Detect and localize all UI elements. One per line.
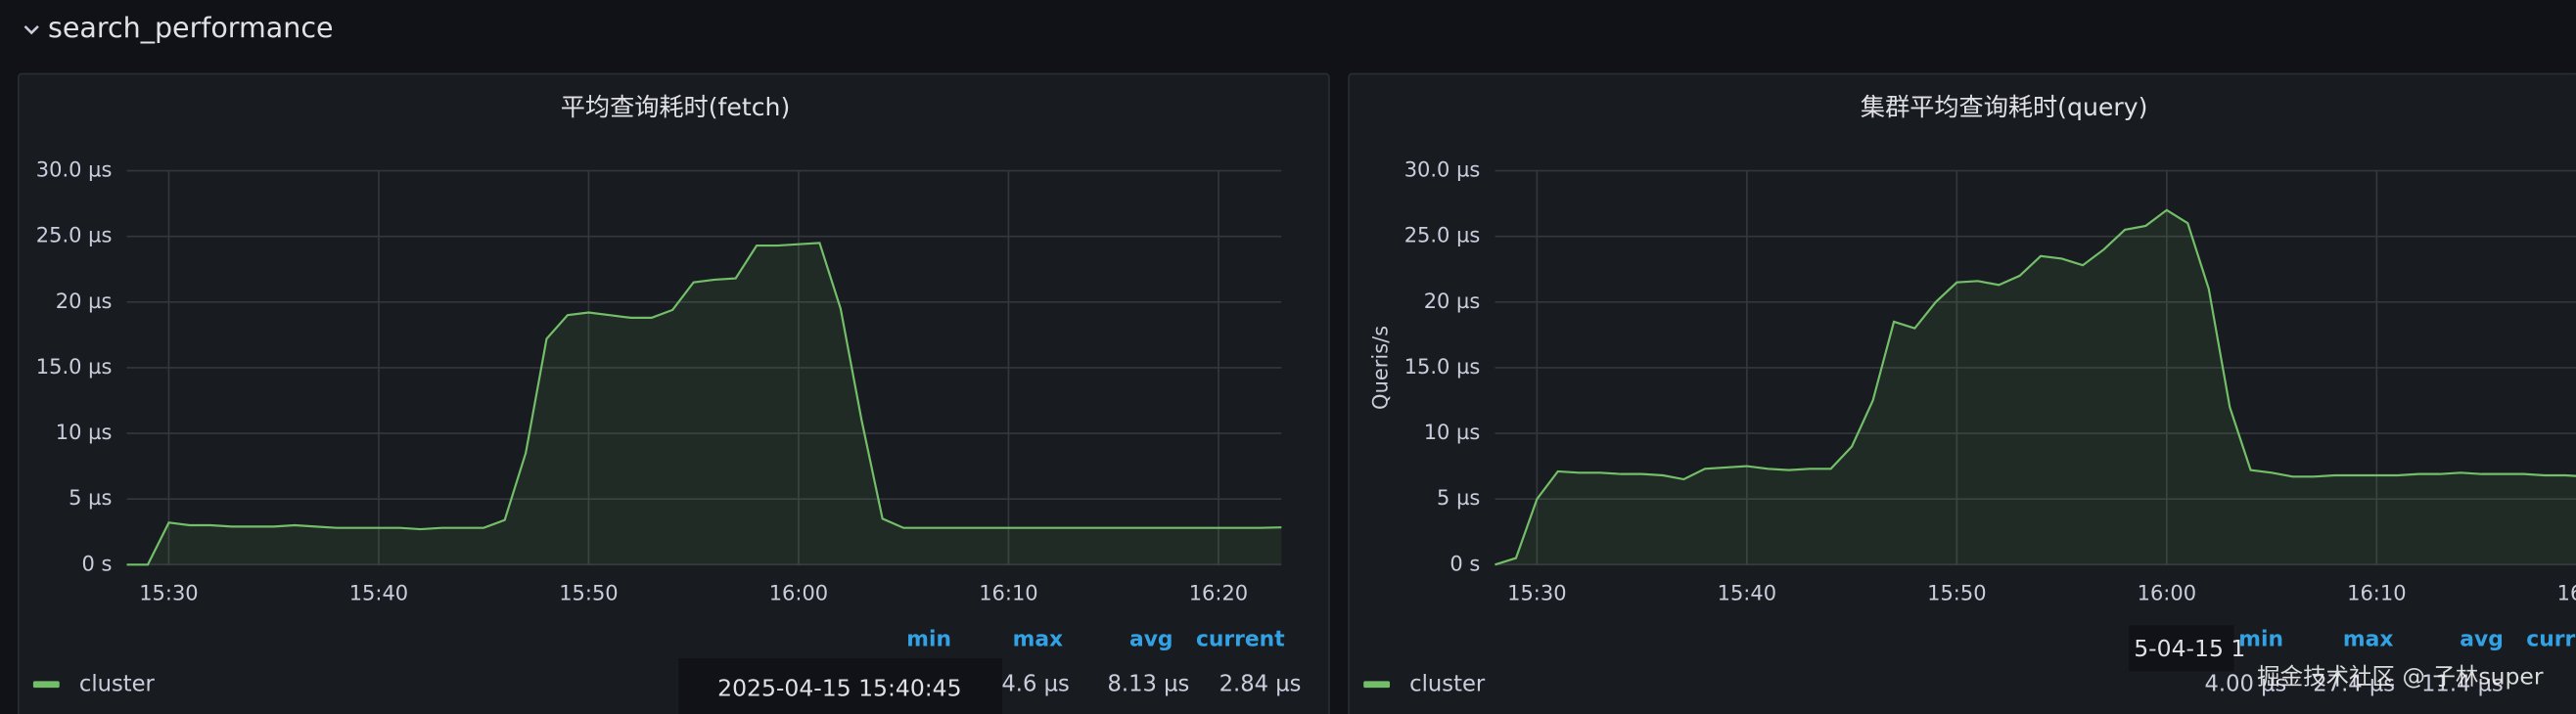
y-tick-label: 30.0 µs	[36, 158, 113, 182]
overlay: 2025-04-15 15:40:45 5-04-15 1 掘金技术社区 @ 子林s…	[678, 625, 2544, 714]
panel	[1348, 72, 2576, 714]
legend-column-header: min	[906, 627, 951, 651]
y-tick-label: 30.0 µs	[1404, 158, 1481, 182]
charts: 平均查询耗时(fetch) 0 s 5 µs 10 µs 15.0 µs 20 µs 25.…	[32, 93, 2576, 696]
y-tick-label: 5 µs	[1437, 486, 1480, 510]
y-tick-label: 20 µs	[56, 290, 113, 313]
panel	[17, 72, 1330, 714]
x-tick-label: 15:30	[139, 581, 198, 604]
tooltip-time: 5-04-15 1	[2134, 635, 2245, 662]
row-chevron[interactable]	[23, 24, 39, 35]
x-tick-label: 15:40	[349, 581, 408, 604]
legend-column-header: max	[2343, 627, 2393, 651]
y-tick-label: 10 µs	[1424, 421, 1481, 444]
watermark: 掘金技术社区 @ 子林super	[2257, 663, 2544, 691]
tooltip-box	[2129, 625, 2234, 672]
x-tick-label: 15:30	[1507, 581, 1566, 604]
x-tick-label: 16:00	[769, 581, 828, 604]
legend-value: 8.13 µs	[1107, 671, 1189, 696]
area-fill	[1495, 209, 2576, 565]
legend-label: cluster	[1409, 671, 1486, 696]
legend-swatch	[32, 681, 60, 689]
legend-column-header: min	[2238, 627, 2283, 651]
y-axis-label: Queris/s	[1369, 326, 1393, 410]
legend-label: cluster	[79, 671, 156, 696]
x-tick-label: 15:50	[1927, 581, 1986, 604]
panel-title: 平均查询耗时(fetch)	[561, 93, 791, 121]
x-tick-label: 16:20	[2557, 581, 2576, 604]
series-line	[1495, 208, 2576, 566]
legend-value: 27.4 µs	[2313, 671, 2395, 696]
x-tick-label: 16:10	[2347, 581, 2406, 604]
legend-column-header: current	[2526, 627, 2576, 651]
legend-value: 11.4 µs	[2421, 671, 2504, 696]
legend-column-header: avg	[1129, 627, 1173, 651]
y-tick-label: 15.0 µs	[36, 355, 113, 379]
y-tick-label: 20 µs	[1424, 290, 1481, 313]
y-tick-label: 0 s	[1449, 552, 1480, 575]
legend-column-header: current	[1196, 627, 1285, 651]
y-tick-label: 5 µs	[69, 486, 112, 510]
tooltip-time: 2025-04-15 15:40:45	[717, 674, 961, 701]
series-line	[126, 242, 1282, 566]
row-title[interactable]: search_performance	[48, 12, 334, 44]
legend-column-header: max	[1013, 627, 1063, 651]
legend-swatch	[1363, 681, 1391, 689]
y-tick-label: 25.0 µs	[1404, 224, 1481, 247]
y-tick-label: 10 µs	[56, 421, 113, 444]
x-tick-label: 15:50	[559, 581, 618, 604]
x-tick-label: 16:10	[979, 581, 1037, 604]
panel-title: 集群平均查询耗时(query)	[1861, 93, 2148, 121]
y-tick-label: 0 s	[81, 552, 112, 575]
legend-value: 4.00 µs	[2205, 671, 2287, 696]
tooltip-box	[678, 657, 1002, 714]
y-tick-label: 25.0 µs	[36, 224, 113, 247]
legend-column-header: avg	[2460, 627, 2504, 651]
y-tick-label: 15.0 µs	[1404, 355, 1481, 379]
area-fill	[126, 243, 1282, 565]
x-tick-label: 16:20	[1189, 581, 1248, 604]
x-tick-label: 16:00	[2138, 581, 2196, 604]
legend-value: 2.84 µs	[1219, 671, 1302, 696]
x-tick-label: 15:40	[1718, 581, 1776, 604]
